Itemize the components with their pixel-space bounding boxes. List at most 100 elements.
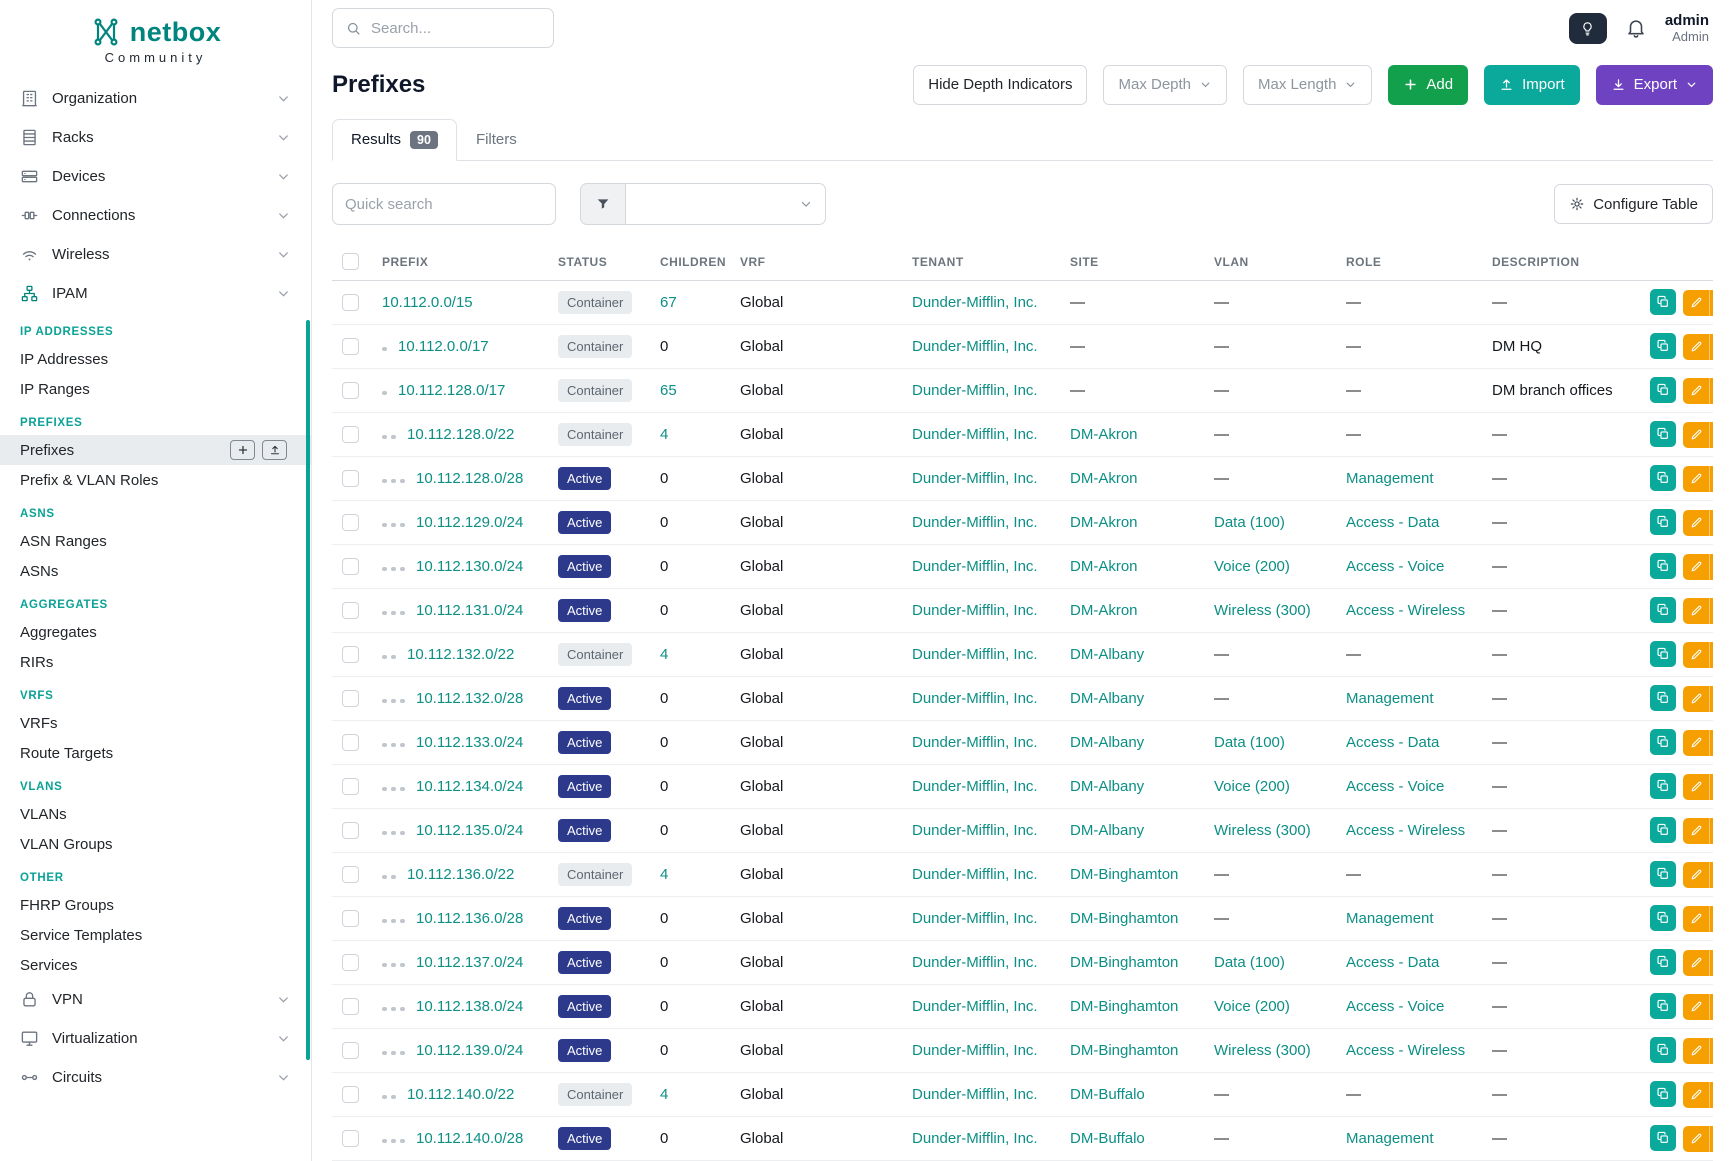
- prefix-link[interactable]: 10.112.129.0/24: [416, 514, 524, 531]
- configure-table-button[interactable]: Configure Table: [1554, 184, 1713, 224]
- clone-button[interactable]: [1650, 333, 1676, 360]
- tenant-link[interactable]: Dunder-Mifflin, Inc.: [912, 866, 1038, 883]
- add-button[interactable]: Add: [1388, 64, 1469, 105]
- sidebar-item-asns[interactable]: ASNs: [20, 562, 59, 580]
- edit-dropdown-button[interactable]: [1709, 993, 1713, 1020]
- row-checkbox[interactable]: [342, 1130, 359, 1148]
- edit-button[interactable]: [1683, 289, 1709, 316]
- column-header-role[interactable]: ROLE: [1336, 241, 1482, 281]
- row-checkbox[interactable]: [342, 954, 359, 972]
- prefix-link[interactable]: 10.112.138.0/24: [416, 998, 524, 1015]
- site-link[interactable]: DM-Binghamton: [1060, 1028, 1204, 1073]
- sidebar-item-ip-addresses[interactable]: IP Addresses: [20, 350, 109, 368]
- prefix-link[interactable]: 10.112.131.0/24: [416, 602, 524, 619]
- clone-button[interactable]: [1650, 773, 1676, 800]
- prefix-link[interactable]: 10.112.139.0/24: [416, 1042, 524, 1059]
- sidebar-item-ip-ranges[interactable]: IP Ranges: [20, 380, 90, 398]
- edit-dropdown-button[interactable]: [1709, 817, 1713, 844]
- site-link[interactable]: DM-Buffalo: [1060, 1116, 1204, 1161]
- prefix-link[interactable]: 10.112.140.0/22: [407, 1086, 515, 1103]
- sidebar-group-racks[interactable]: Racks: [0, 118, 311, 157]
- tenant-link[interactable]: Dunder-Mifflin, Inc.: [912, 998, 1038, 1015]
- sidebar-group-ipam[interactable]: IPAM: [0, 274, 311, 313]
- edit-button[interactable]: [1683, 1037, 1709, 1064]
- row-checkbox[interactable]: [342, 294, 359, 312]
- clone-button[interactable]: [1650, 1081, 1676, 1108]
- edit-button[interactable]: [1683, 377, 1709, 404]
- edit-dropdown-button[interactable]: [1709, 597, 1713, 624]
- import-prefix-button[interactable]: [262, 440, 287, 460]
- prefix-link[interactable]: 10.112.128.0/28: [416, 470, 524, 487]
- edit-button[interactable]: [1683, 1125, 1709, 1152]
- tenant-link[interactable]: Dunder-Mifflin, Inc.: [912, 1130, 1038, 1147]
- column-header-vlan[interactable]: VLAN: [1204, 241, 1336, 281]
- vlan-link[interactable]: Voice (200): [1204, 764, 1336, 809]
- clone-button[interactable]: [1650, 377, 1676, 404]
- role-link[interactable]: Access - Wireless: [1336, 1028, 1482, 1073]
- edit-dropdown-button[interactable]: [1709, 949, 1713, 976]
- role-link[interactable]: Access - Data: [1336, 720, 1482, 765]
- row-checkbox[interactable]: [342, 778, 359, 796]
- site-link[interactable]: DM-Albany: [1060, 808, 1204, 853]
- column-header-tenant[interactable]: TENANT: [902, 241, 1060, 281]
- vlan-link[interactable]: Data (100): [1204, 720, 1336, 765]
- clone-button[interactable]: [1650, 421, 1676, 448]
- tenant-link[interactable]: Dunder-Mifflin, Inc.: [912, 470, 1038, 487]
- tenant-link[interactable]: Dunder-Mifflin, Inc.: [912, 690, 1038, 707]
- site-link[interactable]: DM-Binghamton: [1060, 896, 1204, 941]
- sidebar-item-fhrp-groups[interactable]: FHRP Groups: [20, 896, 114, 914]
- vlan-link[interactable]: Wireless (300): [1204, 808, 1336, 853]
- children-link[interactable]: 4: [650, 632, 730, 677]
- edit-button[interactable]: [1683, 333, 1709, 360]
- role-link[interactable]: Access - Voice: [1336, 544, 1482, 589]
- row-checkbox[interactable]: [342, 1042, 359, 1060]
- edit-dropdown-button[interactable]: [1709, 1037, 1713, 1064]
- role-link[interactable]: Access - Wireless: [1336, 588, 1482, 633]
- edit-dropdown-button[interactable]: [1709, 553, 1713, 580]
- tenant-link[interactable]: Dunder-Mifflin, Inc.: [912, 558, 1038, 575]
- sidebar-item-vlans[interactable]: VLANs: [20, 805, 67, 823]
- sidebar-item-rirs[interactable]: RIRs: [20, 653, 54, 671]
- edit-button[interactable]: [1683, 773, 1709, 800]
- site-link[interactable]: DM-Albany: [1060, 676, 1204, 721]
- edit-button[interactable]: [1683, 509, 1709, 536]
- clone-button[interactable]: [1650, 817, 1676, 844]
- prefix-link[interactable]: 10.112.130.0/24: [416, 558, 524, 575]
- edit-dropdown-button[interactable]: [1709, 1125, 1713, 1152]
- edit-dropdown-button[interactable]: [1709, 333, 1713, 360]
- site-link[interactable]: DM-Akron: [1060, 412, 1204, 457]
- sidebar-group-circuits[interactable]: Circuits: [0, 1058, 311, 1097]
- site-link[interactable]: DM-Akron: [1060, 500, 1204, 545]
- role-link[interactable]: Access - Wireless: [1336, 808, 1482, 853]
- edit-button[interactable]: [1683, 597, 1709, 624]
- prefix-link[interactable]: 10.112.136.0/28: [416, 910, 524, 927]
- add-prefix-button[interactable]: [230, 440, 255, 460]
- edit-button[interactable]: [1683, 729, 1709, 756]
- sidebar-item-service-templates[interactable]: Service Templates: [20, 926, 143, 944]
- vlan-link[interactable]: Voice (200): [1204, 984, 1336, 1029]
- select-all-checkbox[interactable]: [342, 253, 359, 270]
- theme-toggle-button[interactable]: [1568, 12, 1607, 44]
- hide-depth-indicators-button[interactable]: Hide Depth Indicators: [913, 64, 1088, 105]
- clone-button[interactable]: [1650, 465, 1676, 492]
- column-header-vrf[interactable]: VRF: [730, 241, 902, 281]
- edit-dropdown-button[interactable]: [1709, 905, 1713, 932]
- site-link[interactable]: DM-Albany: [1060, 720, 1204, 765]
- row-checkbox[interactable]: [342, 602, 359, 620]
- row-checkbox[interactable]: [342, 822, 359, 840]
- role-link[interactable]: Management: [1336, 1116, 1482, 1161]
- row-checkbox[interactable]: [342, 426, 359, 444]
- user-menu[interactable]: admin Admin: [1665, 12, 1709, 44]
- global-search[interactable]: [332, 8, 554, 49]
- prefix-link[interactable]: 10.112.136.0/22: [407, 866, 515, 883]
- edit-button[interactable]: [1683, 685, 1709, 712]
- sidebar-item-prefix-vlan-roles[interactable]: Prefix & VLAN Roles: [20, 471, 159, 489]
- prefix-link[interactable]: 10.112.132.0/22: [407, 646, 515, 663]
- role-link[interactable]: Management: [1336, 896, 1482, 941]
- column-header-children[interactable]: CHILDREN: [650, 241, 730, 281]
- vlan-link[interactable]: Wireless (300): [1204, 588, 1336, 633]
- edit-dropdown-button[interactable]: [1709, 861, 1713, 888]
- children-link[interactable]: 4: [650, 1072, 730, 1117]
- prefix-link[interactable]: 10.112.133.0/24: [416, 734, 524, 751]
- sidebar-item-services[interactable]: Services: [20, 956, 78, 974]
